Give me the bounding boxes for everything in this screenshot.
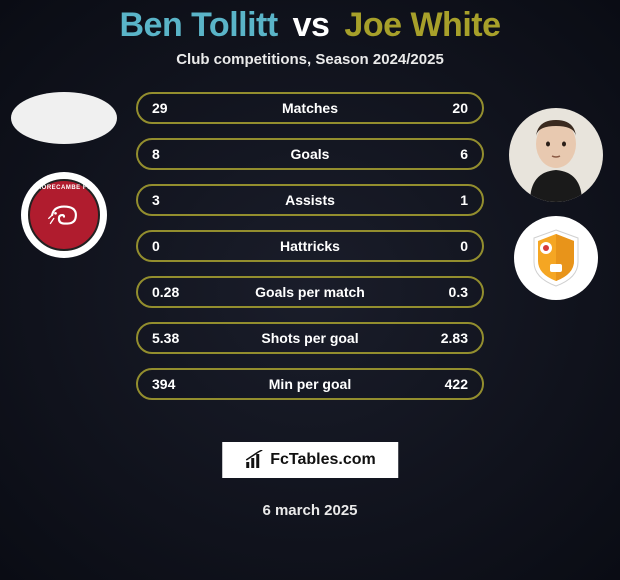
brand-text: FcTables.com [270, 451, 376, 469]
player1-avatar [11, 92, 117, 144]
player1-club-badge: MORECAMBE FC [21, 172, 107, 258]
stat-row: 0.28Goals per match0.3 [136, 276, 484, 308]
player2-avatar [509, 108, 603, 202]
stat-row: 29Matches20 [136, 92, 484, 124]
player1-name: Ben Tollitt [120, 6, 278, 44]
stat-label: Matches [192, 100, 428, 116]
stat-value-left: 394 [152, 376, 192, 392]
stat-row: 394Min per goal422 [136, 368, 484, 400]
player2-club-badge [514, 216, 598, 300]
club-badge-label: MORECAMBE FC [36, 185, 92, 191]
person-silhouette-icon [516, 112, 596, 202]
header: Ben Tollitt vs Joe White Club competitio… [0, 0, 620, 68]
stat-value-right: 20 [428, 100, 468, 116]
stat-row: 3Assists1 [136, 184, 484, 216]
stat-value-left: 3 [152, 192, 192, 208]
stat-value-right: 0 [428, 238, 468, 254]
stat-value-right: 6 [428, 146, 468, 162]
right-column [500, 108, 612, 300]
stat-value-left: 0 [152, 238, 192, 254]
left-column: MORECAMBE FC [8, 92, 120, 258]
player2-name: Joe White [344, 6, 500, 44]
comparison-title: Ben Tollitt vs Joe White [0, 6, 620, 45]
shrimp-icon [47, 201, 81, 229]
date-text: 6 march 2025 [262, 502, 357, 519]
stats-table: 29Matches20 8Goals6 3Assists1 0Hattricks0 0.… [136, 92, 484, 400]
stat-label: Shots per goal [192, 330, 428, 346]
stat-row: 0Hattricks0 [136, 230, 484, 262]
stat-label: Goals [192, 146, 428, 162]
vs-text: vs [293, 6, 330, 44]
morecambe-badge-icon: MORECAMBE FC [28, 179, 100, 251]
stat-label: Min per goal [192, 376, 428, 392]
stat-label: Assists [192, 192, 428, 208]
stat-value-left: 0.28 [152, 284, 192, 300]
subtitle: Club competitions, Season 2024/2025 [0, 51, 620, 68]
stat-value-right: 1 [428, 192, 468, 208]
stat-value-right: 422 [428, 376, 468, 392]
stat-value-left: 5.38 [152, 330, 192, 346]
stat-value-left: 8 [152, 146, 192, 162]
stat-label: Hattricks [192, 238, 428, 254]
stat-label: Goals per match [192, 284, 428, 300]
stat-row: 8Goals6 [136, 138, 484, 170]
brand-badge: FcTables.com [222, 442, 398, 478]
content-area: MORECAMBE FC [0, 92, 620, 420]
mkdons-badge-icon [524, 226, 588, 290]
stat-value-left: 29 [152, 100, 192, 116]
fctables-logo-icon [244, 450, 264, 470]
stat-value-right: 2.83 [428, 330, 468, 346]
stat-value-right: 0.3 [428, 284, 468, 300]
stat-row: 5.38Shots per goal2.83 [136, 322, 484, 354]
